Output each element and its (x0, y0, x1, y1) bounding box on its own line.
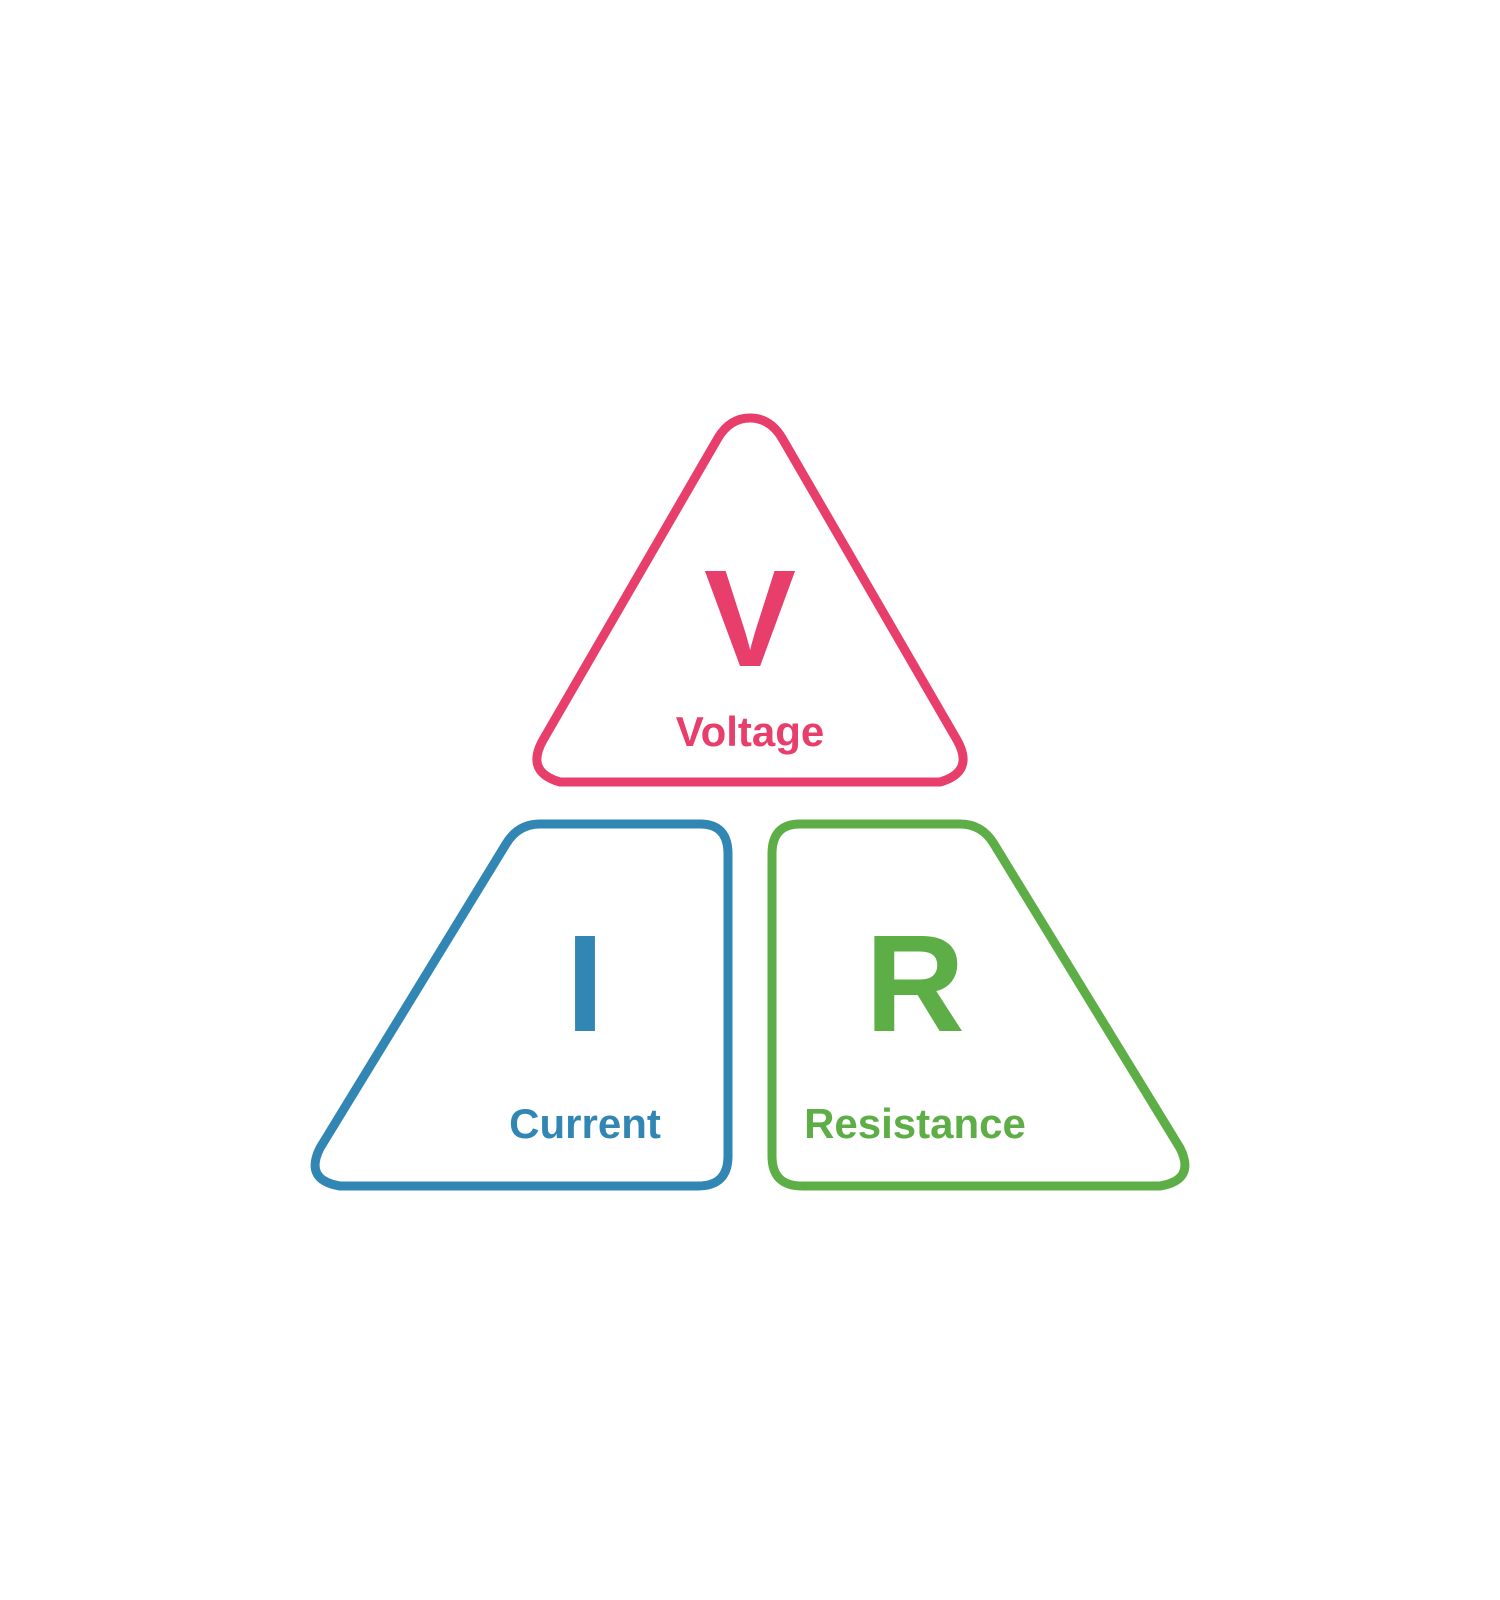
resistance-symbol: R (695, 905, 1135, 1064)
ohms-law-triangle: V Voltage I Current R Resistance (300, 400, 1200, 1200)
resistance-trapezoid: R Resistance (760, 810, 1200, 1200)
current-trapezoid: I Current (300, 810, 740, 1200)
voltage-triangle: V Voltage (525, 400, 975, 800)
resistance-label: Resistance (695, 1100, 1135, 1148)
voltage-label: Voltage (525, 708, 975, 756)
voltage-symbol: V (525, 540, 975, 699)
